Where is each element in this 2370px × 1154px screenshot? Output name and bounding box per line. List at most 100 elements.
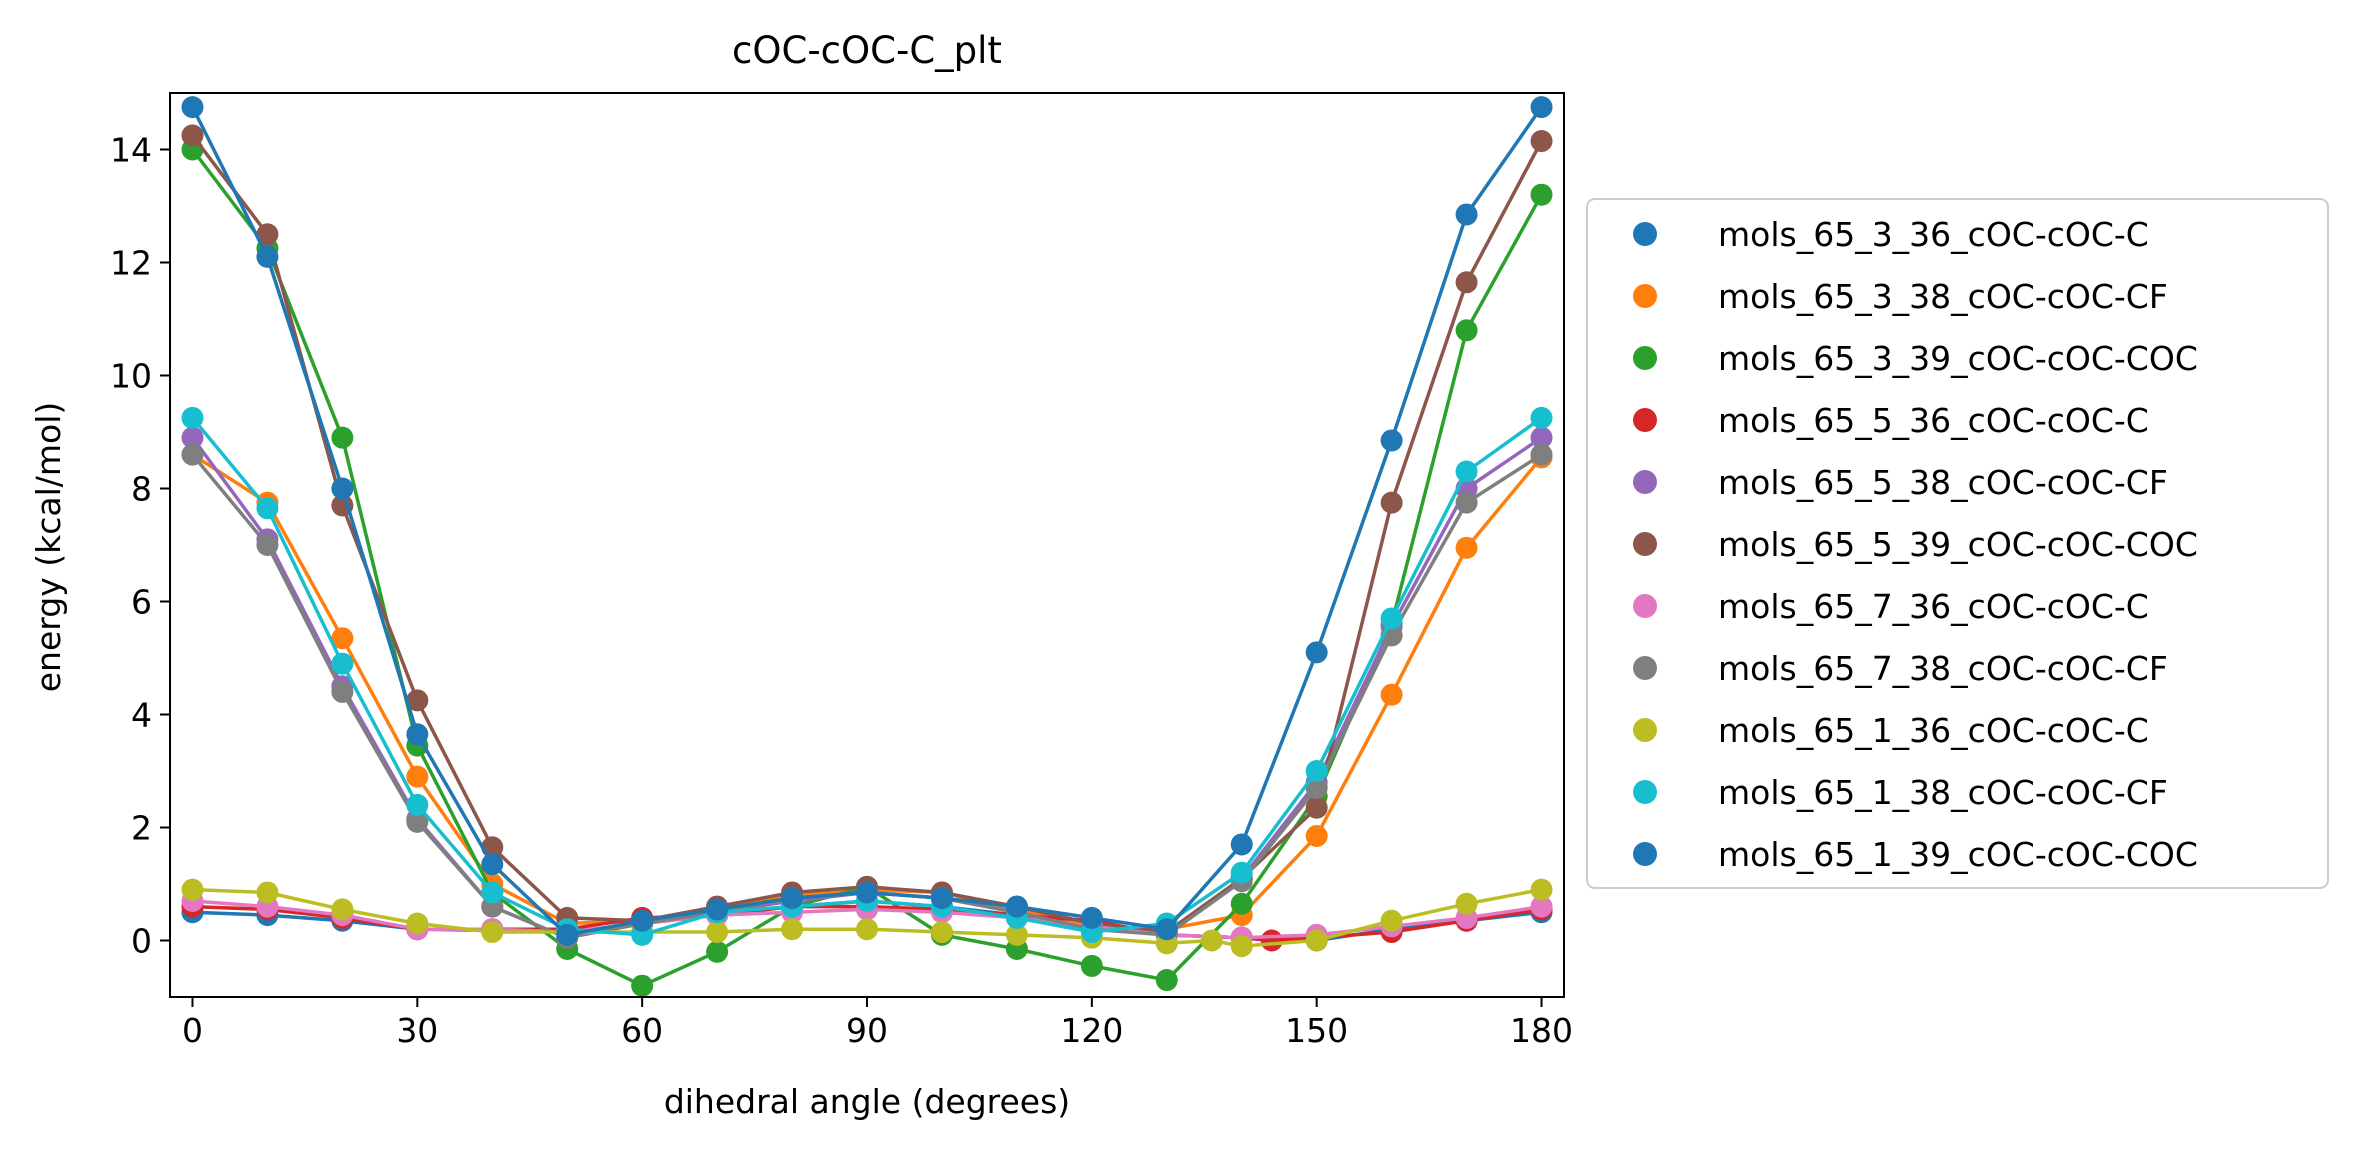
legend-label: mols_65_7_38_cOC-cOC-CF [1718,649,2168,688]
x-tick-label: 120 [1060,1011,1123,1050]
data-point [1530,130,1553,153]
y-axis: 0 2 4 6 8 10 12 14 [110,131,170,961]
data-point [1530,426,1553,449]
data-point [706,940,729,963]
data-point [1230,935,1253,958]
data-point [1305,929,1328,952]
data-point [331,426,354,449]
legend-item: mols_65_1_36_cOC-cOC-C [1633,711,2149,750]
legend-label: mols_65_7_36_cOC-cOC-C [1718,587,2149,626]
legend-label: mols_65_5_38_cOC-cOC-CF [1718,463,2168,502]
series-11 [181,96,1553,946]
data-point [1530,878,1553,901]
data-point [331,477,354,500]
data-point [406,912,429,935]
legend-items: mols_65_3_36_cOC-cOC-C mols_65_3_38_cOC-c… [1633,215,2198,874]
data-point [1200,929,1223,952]
legend-label: mols_65_1_36_cOC-cOC-C [1718,711,2149,750]
data-point [631,909,654,932]
data-point [781,918,804,941]
x-tick-label: 90 [846,1011,888,1050]
data-point [1530,895,1553,918]
data-point [1230,833,1253,856]
x-tick-label: 30 [396,1011,438,1050]
data-point [1080,954,1103,977]
data-point [181,406,204,429]
data-point [256,245,279,268]
legend-label: mols_65_5_36_cOC-cOC-C [1718,401,2149,440]
legend-label: mols_65_1_38_cOC-cOC-CF [1718,773,2168,812]
legend-marker [1633,222,1657,246]
legend-label: mols_65_5_39_cOC-cOC-COC [1718,525,2198,564]
data-point [1005,895,1028,918]
data-point [1455,271,1478,294]
y-tick-label: 0 [131,922,152,961]
y-tick-label: 14 [110,131,152,170]
data-point [1380,607,1403,630]
data-point [1305,641,1328,664]
data-point [1380,429,1403,452]
data-point [1380,909,1403,932]
data-point [1455,491,1478,514]
legend-marker [1633,594,1657,618]
chart-title: cOC-cOC-C_plt [732,29,1002,72]
data-point [406,723,429,746]
data-point [1155,969,1178,992]
data-point [331,680,354,703]
data-point [181,96,204,119]
legend-marker [1633,470,1657,494]
legend-item: mols_65_3_38_cOC-cOC-CF [1633,277,2168,316]
legend-item: mols_65_7_36_cOC-cOC-C [1633,587,2149,626]
data-point [1305,776,1328,799]
data-point [481,921,504,944]
y-tick-label: 12 [110,244,152,283]
data-point [1455,460,1478,483]
legend-marker [1633,346,1657,370]
data-point [856,918,878,941]
data-point [1455,536,1478,559]
data-point [1305,760,1328,782]
y-tick-label: 10 [110,357,152,396]
legend-marker [1633,284,1657,308]
legend-label: mols_65_3_36_cOC-cOC-C [1718,215,2149,254]
legend-label: mols_65_3_38_cOC-cOC-CF [1718,277,2168,316]
data-point [331,627,354,650]
legend-marker [1633,780,1657,804]
legend-item: mols_65_3_36_cOC-cOC-C [1633,215,2149,254]
data-point [1455,892,1478,915]
data-point [1530,443,1553,466]
data-point [930,887,953,910]
x-tick-label: 60 [621,1011,663,1050]
data-point [556,923,579,946]
data-point [406,765,429,788]
data-point [181,878,204,901]
legend-item: mols_65_5_39_cOC-cOC-COC [1633,525,2198,564]
legend-marker [1633,656,1657,680]
data-point [706,898,729,921]
legend-label: mols_65_3_39_cOC-cOC-COC [1718,339,2198,378]
legend-marker [1633,408,1657,432]
data-point [181,124,204,147]
data-point [1380,683,1403,706]
data-point [1260,929,1283,952]
legend-item: mols_65_7_38_cOC-cOC-CF [1633,649,2168,688]
data-point [706,921,729,944]
data-point [406,689,429,712]
data-point [331,652,354,675]
y-tick-label: 6 [131,583,152,622]
legend-frame [1586,198,2329,889]
y-tick-label: 2 [131,809,152,848]
data-point [1080,906,1103,929]
x-axis: 0 30 60 90 120 150 180 [182,997,1573,1050]
data-point [1305,824,1328,847]
data-point [481,853,504,876]
data-point [406,810,429,833]
data-point [781,887,804,910]
data-point [331,898,354,921]
data-point [1305,796,1328,819]
data-point [1155,918,1178,941]
y-tick-label: 8 [131,470,152,509]
legend-label: mols_65_1_39_cOC-cOC-COC [1718,835,2198,874]
legend: mols_65_3_36_cOC-cOC-C mols_65_3_38_cOC-c… [1586,198,2329,889]
